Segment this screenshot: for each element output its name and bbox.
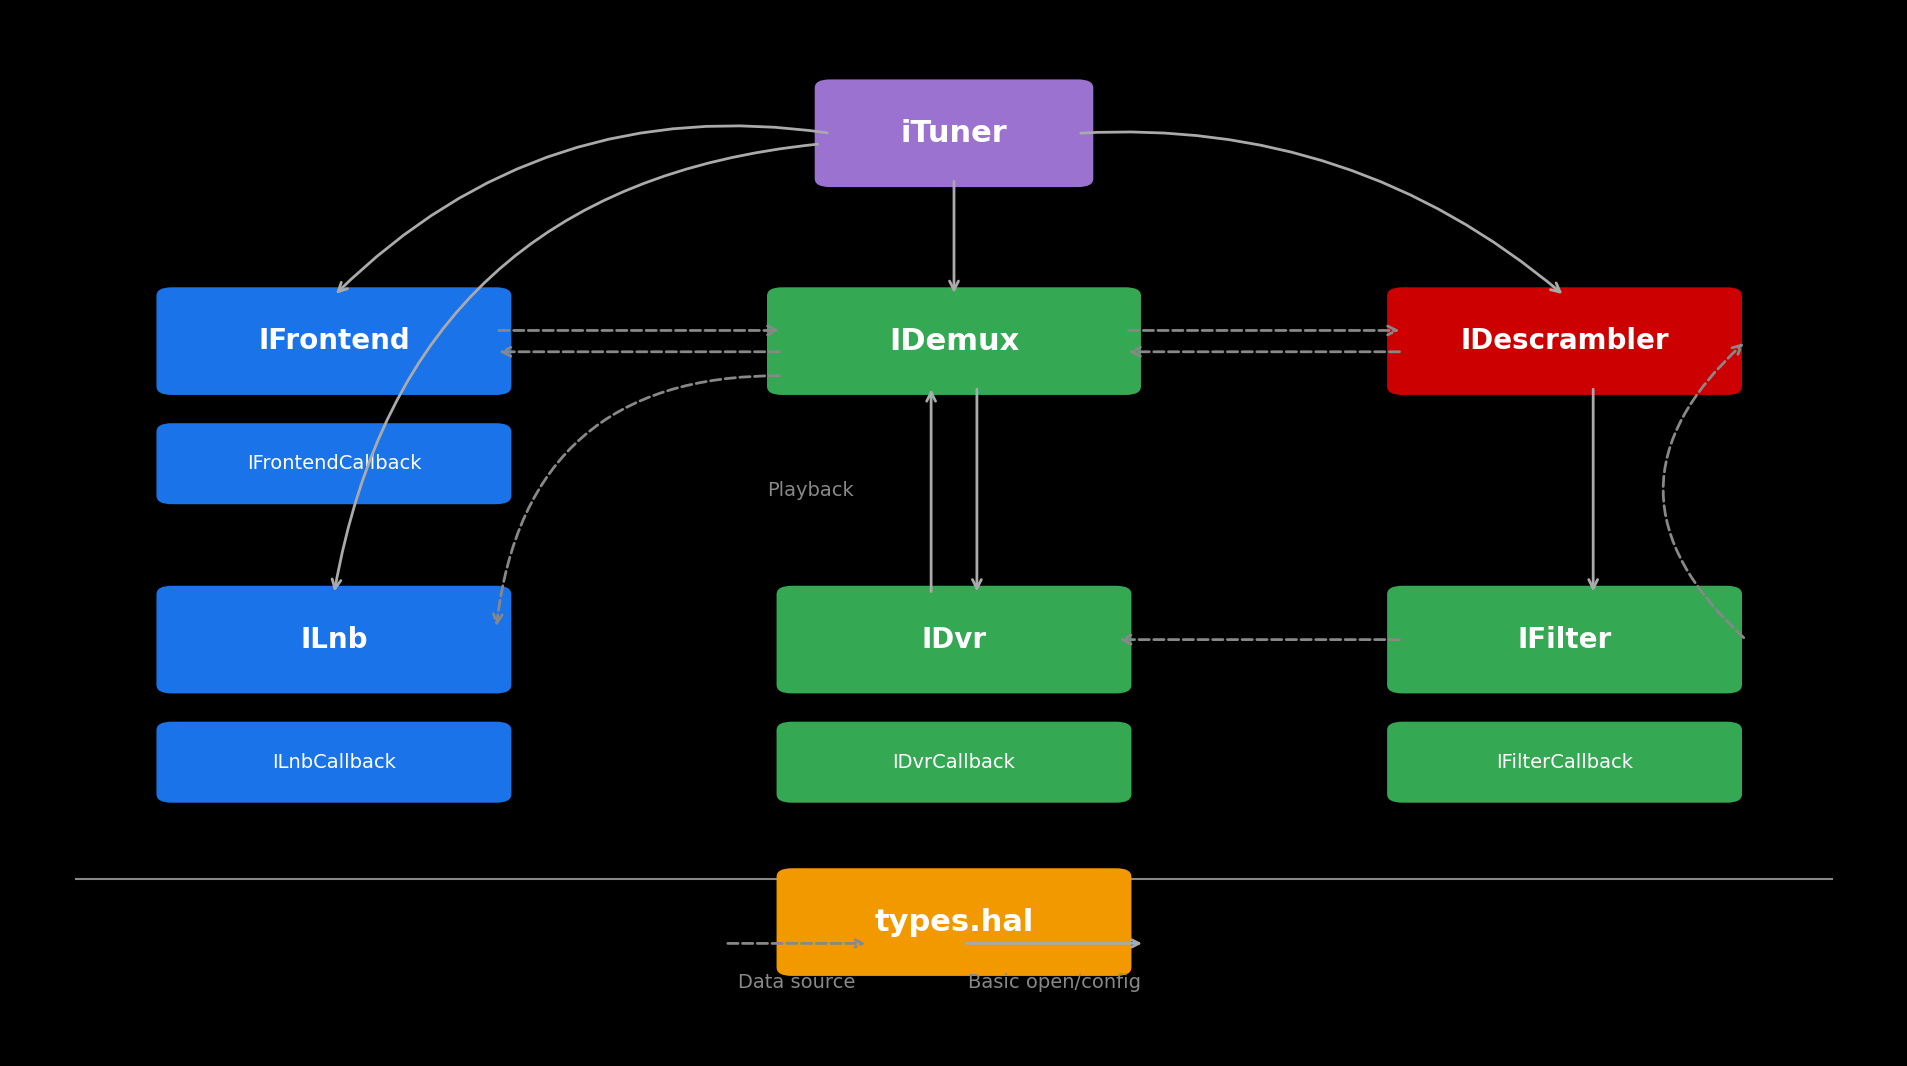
FancyBboxPatch shape	[767, 287, 1140, 394]
FancyBboxPatch shape	[814, 80, 1093, 188]
Text: Basic open/config: Basic open/config	[967, 973, 1140, 992]
FancyBboxPatch shape	[156, 722, 511, 803]
FancyBboxPatch shape	[776, 586, 1131, 693]
FancyBboxPatch shape	[1386, 722, 1741, 803]
Text: ILnbCallback: ILnbCallback	[273, 753, 395, 772]
FancyBboxPatch shape	[1386, 586, 1741, 693]
Text: IDvr: IDvr	[921, 626, 986, 653]
Text: IDemux: IDemux	[889, 326, 1018, 356]
FancyBboxPatch shape	[776, 868, 1131, 976]
FancyBboxPatch shape	[156, 287, 511, 394]
Text: Playback: Playback	[767, 481, 854, 500]
Text: IDvrCallback: IDvrCallback	[892, 753, 1015, 772]
FancyBboxPatch shape	[1386, 287, 1741, 394]
Text: types.hal: types.hal	[873, 907, 1034, 937]
Text: iTuner: iTuner	[900, 118, 1007, 148]
Text: IFilter: IFilter	[1516, 626, 1611, 653]
FancyBboxPatch shape	[156, 586, 511, 693]
Text: IFrontend: IFrontend	[257, 327, 410, 355]
Text: IFrontendCallback: IFrontendCallback	[246, 454, 421, 473]
Text: ILnb: ILnb	[299, 626, 368, 653]
Text: IFilterCallback: IFilterCallback	[1495, 753, 1632, 772]
Text: Data source: Data source	[738, 973, 854, 992]
FancyBboxPatch shape	[156, 423, 511, 504]
FancyBboxPatch shape	[776, 722, 1131, 803]
Text: IDescrambler: IDescrambler	[1459, 327, 1669, 355]
